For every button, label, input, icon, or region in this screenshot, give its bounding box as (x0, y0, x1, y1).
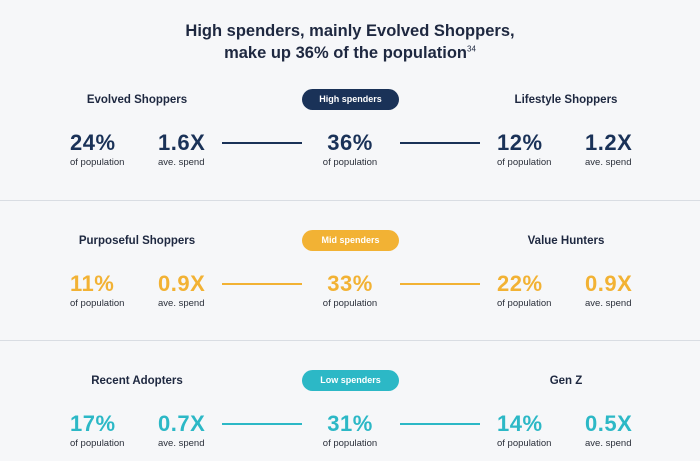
left-pct-stat: 17% of population (70, 411, 124, 451)
left-spend-label: ave. spend (158, 438, 205, 449)
left-pct-label: of population (70, 298, 125, 309)
section-divider (0, 200, 700, 201)
tier-mid-spenders: Purposeful Shoppers Mid spenders Value H… (0, 201, 700, 341)
left-pct-stat: 11% of population (70, 271, 124, 311)
connector-line-right (400, 283, 480, 285)
connector-line-right (400, 142, 480, 144)
segment-name-left: Evolved Shoppers (86, 94, 188, 106)
right-spend-value: 0.9X (585, 271, 633, 296)
connector-line-left (222, 283, 302, 285)
connector-line-left (222, 423, 302, 425)
title-line-2: make up 36% of the population34 (0, 42, 700, 64)
left-spend-value: 0.9X (158, 271, 206, 296)
right-pct-label: of population (497, 438, 552, 449)
left-pct-label: of population (70, 438, 125, 449)
tier-high-spenders: Evolved Shoppers High spenders Lifestyle… (0, 60, 700, 200)
total-pct-label: of population (322, 298, 378, 309)
right-pct-value: 14% (497, 411, 543, 436)
total-pct-label: of population (322, 157, 378, 168)
left-spend-stat: 0.9X ave. spend (158, 271, 205, 311)
right-spend-label: ave. spend (585, 298, 632, 309)
segment-name-right: Gen Z (549, 375, 583, 387)
connector-line-right (400, 423, 480, 425)
total-pct-value: 31% (327, 411, 373, 436)
left-spend-stat: 1.6X ave. spend (158, 130, 205, 170)
right-spend-label: ave. spend (585, 157, 632, 168)
tier-pill: Mid spenders (302, 230, 399, 251)
tier-low-spenders: Recent Adopters Low spenders Gen Z 17% o… (0, 341, 700, 461)
left-pct-value: 17% (70, 411, 116, 436)
right-pct-value: 22% (497, 271, 543, 296)
left-spend-value: 0.7X (158, 411, 206, 436)
right-pct-label: of population (497, 298, 552, 309)
right-spend-value: 1.2X (585, 130, 633, 155)
total-pct-value: 36% (327, 130, 373, 155)
page-title: High spenders, mainly Evolved Shoppers, … (0, 20, 700, 64)
left-pct-stat: 24% of population (70, 130, 124, 170)
right-spend-stat: 0.5X ave. spend (585, 411, 632, 451)
tier-pill: High spenders (302, 89, 399, 110)
total-pct-stat: 33% of population (310, 271, 390, 311)
left-spend-label: ave. spend (158, 157, 205, 168)
connector-line-left (222, 142, 302, 144)
right-spend-label: ave. spend (585, 438, 632, 449)
left-spend-value: 1.6X (158, 130, 206, 155)
tier-pill: Low spenders (302, 370, 399, 391)
total-pct-label: of population (322, 438, 378, 449)
left-pct-label: of population (70, 157, 125, 168)
segment-name-right: Lifestyle Shoppers (514, 94, 618, 106)
title-footnote: 34 (467, 44, 476, 54)
left-spend-stat: 0.7X ave. spend (158, 411, 205, 451)
total-pct-value: 33% (327, 271, 373, 296)
left-pct-value: 24% (70, 130, 116, 155)
segment-name-right: Value Hunters (527, 235, 605, 247)
right-spend-value: 0.5X (585, 411, 633, 436)
left-spend-label: ave. spend (158, 298, 205, 309)
right-spend-stat: 0.9X ave. spend (585, 271, 632, 311)
right-pct-stat: 22% of population (497, 271, 551, 311)
section-divider (0, 340, 700, 341)
segment-name-left: Recent Adopters (91, 375, 183, 387)
left-pct-value: 11% (70, 271, 115, 296)
title-line-1: High spenders, mainly Evolved Shoppers, (185, 22, 515, 40)
right-pct-value: 12% (497, 130, 543, 155)
right-pct-stat: 12% of population (497, 130, 551, 170)
total-pct-stat: 36% of population (310, 130, 390, 170)
title-line-2-text: make up 36% of the population (224, 44, 468, 62)
right-pct-stat: 14% of population (497, 411, 551, 451)
right-spend-stat: 1.2X ave. spend (585, 130, 632, 170)
segment-name-left: Purposeful Shoppers (78, 235, 196, 247)
total-pct-stat: 31% of population (310, 411, 390, 451)
right-pct-label: of population (497, 157, 552, 168)
